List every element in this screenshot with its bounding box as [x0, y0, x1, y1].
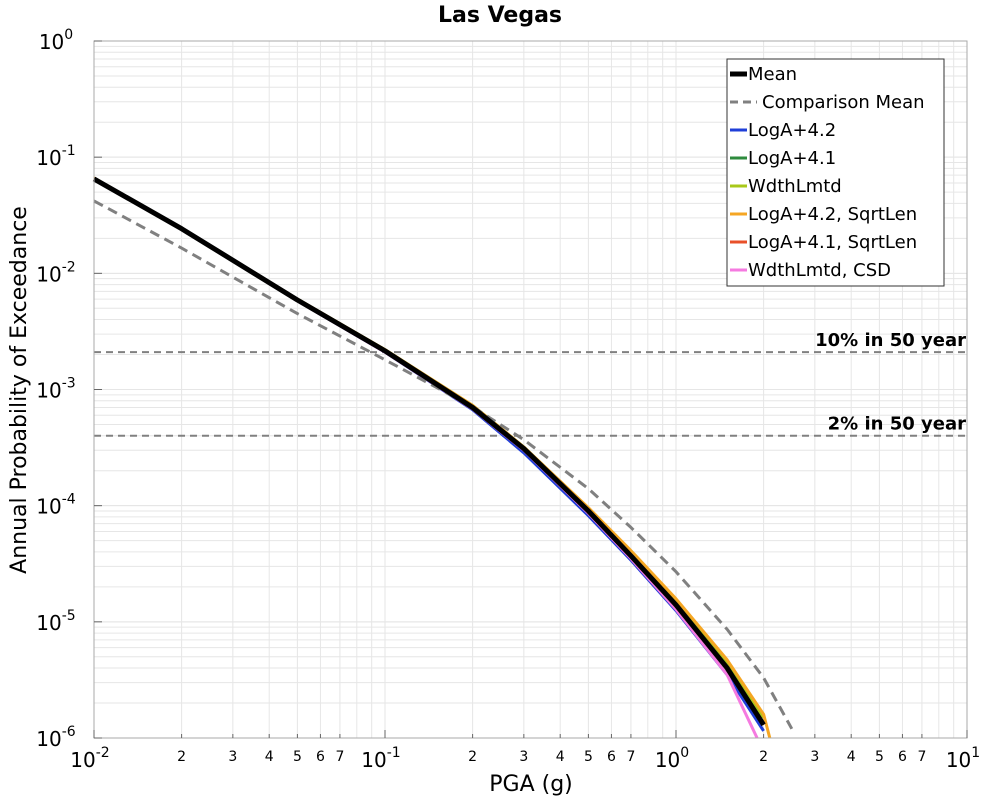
x-minor-tick-label: 3 — [810, 749, 819, 765]
x-minor-tick-label: 3 — [228, 749, 237, 765]
x-tick-label: 101 — [946, 745, 980, 772]
legend-entry: LogA+4.1, SqrtLen — [748, 232, 917, 253]
series-lines — [92, 176, 794, 739]
grid-lines — [93, 40, 968, 739]
series-line — [92, 176, 766, 727]
legend-entry: WdthLmtd — [748, 176, 842, 197]
y-tick-label: 10-4 — [36, 492, 76, 519]
x-minor-tick-label: 7 — [626, 749, 635, 765]
reference-line-label: 10% in 50 year — [815, 330, 966, 351]
x-minor-tick-label: 4 — [556, 749, 565, 765]
y-tick-label: 10-6 — [36, 724, 76, 751]
x-minor-tick-label: 6 — [898, 749, 907, 765]
series-line — [93, 199, 794, 730]
y-axis-label: Annual Probability of Exceedance — [7, 206, 32, 574]
series-line — [93, 177, 759, 739]
y-tick-label: 10-3 — [36, 376, 75, 403]
legend-entry: LogA+4.2 — [748, 120, 836, 141]
legend-entry: LogA+4.1 — [748, 148, 836, 169]
x-tick-label: 10-1 — [361, 745, 400, 772]
y-tick-label: 10-2 — [36, 259, 75, 286]
chart-title: Las Vegas — [438, 3, 562, 28]
reference-line-label: 2% in 50 year — [828, 414, 966, 435]
x-minor-tick-label: 2 — [759, 749, 768, 765]
y-tick-label: 100 — [39, 27, 73, 54]
x-minor-tick-label: 5 — [875, 749, 884, 765]
reference-lines: 10% in 50 year 2% in 50 year — [94, 330, 967, 437]
x-tick-label: 100 — [655, 745, 689, 772]
legend-entry: Mean — [748, 64, 797, 85]
x-minor-tick-label: 2 — [177, 749, 186, 765]
y-tick-label: 10-5 — [36, 608, 75, 635]
legend-entry: WdthLmtd, CSD — [748, 260, 891, 281]
x-minor-tick-label: 5 — [584, 749, 593, 765]
y-tick-label: 10-1 — [36, 143, 75, 170]
x-tick-label: 10-2 — [70, 745, 109, 772]
x-minor-tick-label: 7 — [917, 749, 926, 765]
legend-entry: Comparison Mean — [762, 92, 925, 113]
x-minor-tick-label: 3 — [519, 749, 528, 765]
x-minor-tick-label: 6 — [316, 749, 325, 765]
x-axis-label: PGA (g) — [489, 772, 573, 797]
x-minor-tick-label: 6 — [607, 749, 616, 765]
x-minor-tick-label: 4 — [265, 749, 274, 765]
x-minor-tick-label: 2 — [468, 749, 477, 765]
x-minor-tick-label: 7 — [335, 749, 344, 765]
x-minor-tick-label: 4 — [847, 749, 856, 765]
legend-entry: LogA+4.2, SqrtLen — [748, 204, 917, 225]
legend-box — [726, 58, 945, 287]
legend: Mean Comparison Mean LogA+4.2 LogA+4.1 WdthL… — [726, 58, 945, 287]
x-minor-tick-label: 5 — [293, 749, 302, 765]
series-line — [93, 176, 772, 739]
